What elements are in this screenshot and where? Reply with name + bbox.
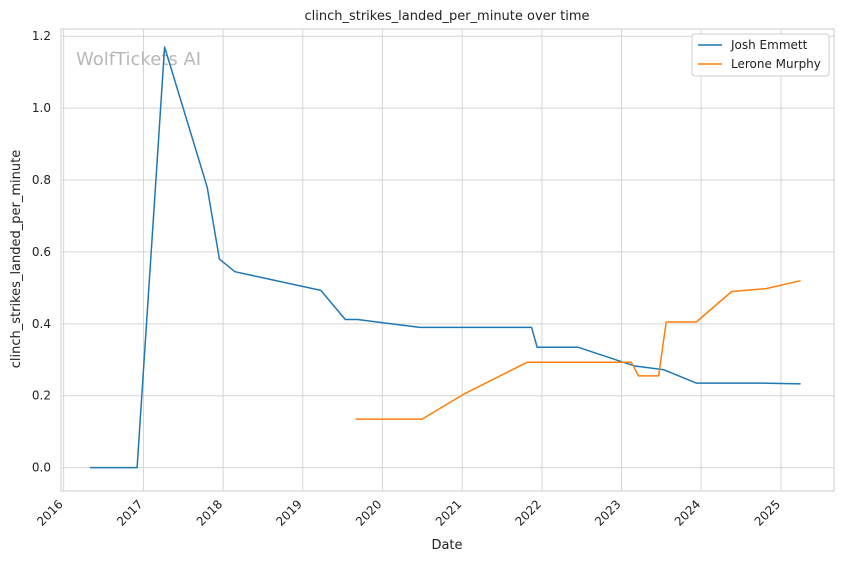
legend-label: Lerone Murphy <box>731 57 821 71</box>
y-tick-label: 0.4 <box>32 317 51 331</box>
series-line-1 <box>355 279 801 420</box>
grid <box>61 29 834 491</box>
y-tick-label: 1.0 <box>32 101 51 115</box>
y-axis-label: clinch_strikes_landed_per_minute <box>9 150 24 368</box>
series-line-0 <box>90 46 801 469</box>
x-axis-label: Date <box>431 538 462 553</box>
chart-title: clinch_strikes_landed_per_minute over ti… <box>304 9 589 24</box>
y-tick-label: 0.2 <box>32 389 51 403</box>
plot-frame <box>60 28 835 492</box>
y-tick-label: 0.8 <box>32 173 51 187</box>
legend: Josh Emmett Lerone Murphy <box>691 33 830 77</box>
legend-box <box>691 33 830 77</box>
y-tick-label: 0.6 <box>32 245 51 259</box>
y-tick-label: 1.2 <box>32 29 51 43</box>
watermark: WolfTickets AI <box>76 49 201 70</box>
y-tick-label: 0.0 <box>32 461 51 475</box>
y-axis-ticks: 0.0 0.2 0.4 0.6 0.8 1.0 1.2 <box>32 29 51 474</box>
legend-label: Josh Emmett <box>730 38 808 52</box>
series-layer <box>90 46 801 469</box>
